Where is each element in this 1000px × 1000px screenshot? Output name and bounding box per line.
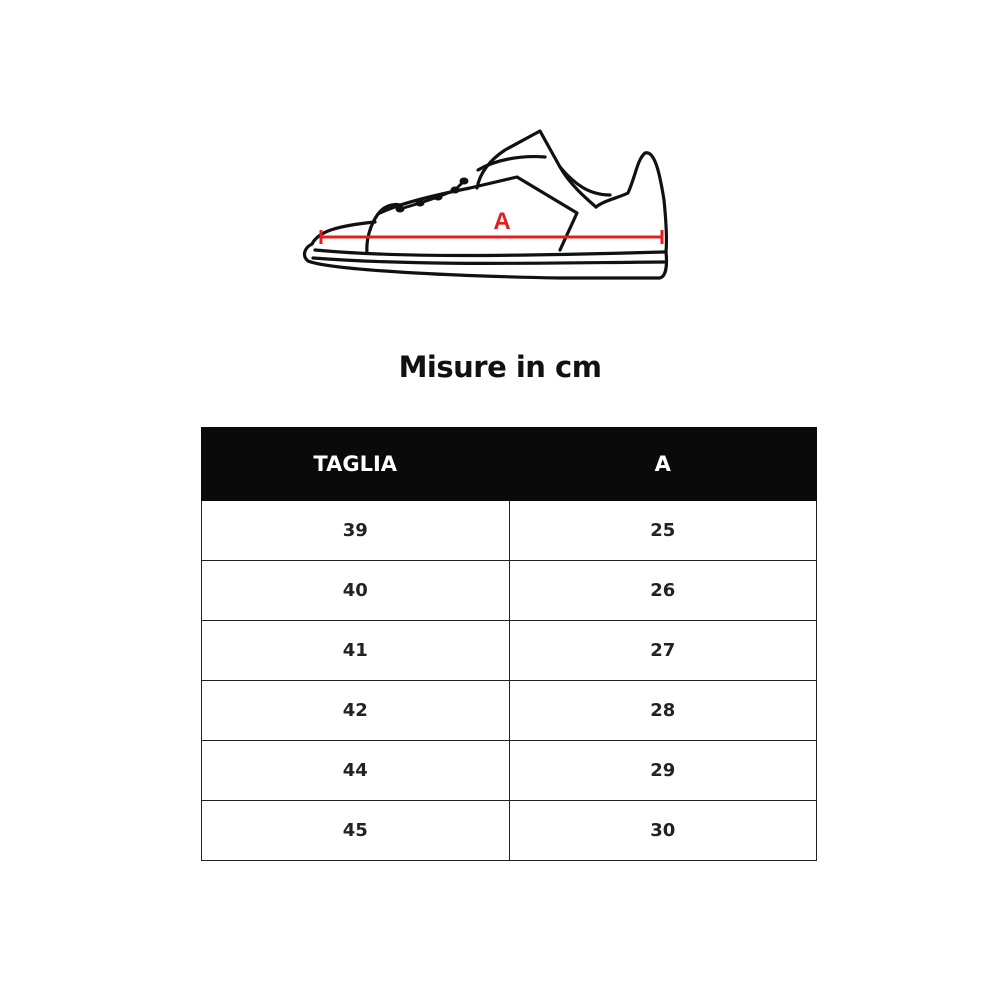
length-cell: 28 — [508, 680, 817, 741]
length-cell: 27 — [508, 620, 817, 681]
measure-line-a: A — [319, 208, 664, 244]
size-cell: 39 — [201, 500, 510, 561]
shoe-illustration: A — [302, 129, 669, 280]
length-cell: 25 — [508, 500, 817, 561]
size-cell: 41 — [201, 620, 510, 681]
table-row: 39 25 — [201, 500, 817, 561]
size-cell: 45 — [201, 800, 510, 861]
length-cell: 29 — [508, 740, 817, 801]
length-cell: 30 — [508, 800, 817, 861]
header-taglia: TAGLIA — [201, 427, 510, 501]
table-row: 41 27 — [201, 620, 817, 681]
table-row: 45 30 — [201, 800, 817, 861]
header-a: A — [508, 427, 817, 501]
length-cell: 26 — [508, 560, 817, 621]
table-row: 44 29 — [201, 740, 817, 801]
page-title: Misure in cm — [398, 350, 602, 384]
size-table: TAGLIA A 39 25 40 26 41 27 42 28 44 29 45 30 — [201, 427, 817, 861]
table-header-row: TAGLIA A — [201, 427, 817, 501]
size-cell: 40 — [201, 560, 510, 621]
size-cell: 44 — [201, 740, 510, 801]
measure-label: A — [493, 208, 510, 235]
table-row: 42 28 — [201, 680, 817, 741]
laces — [395, 177, 469, 213]
table-row: 40 26 — [201, 560, 817, 621]
size-cell: 42 — [201, 680, 510, 741]
